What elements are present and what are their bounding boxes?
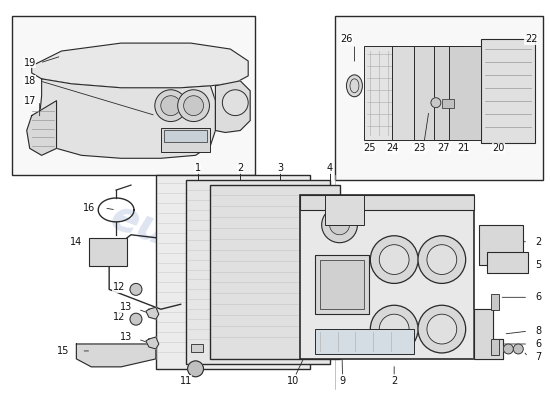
Circle shape bbox=[427, 314, 456, 344]
Polygon shape bbox=[146, 307, 159, 319]
Circle shape bbox=[130, 313, 142, 325]
Circle shape bbox=[130, 284, 142, 295]
Circle shape bbox=[513, 344, 523, 354]
Circle shape bbox=[503, 344, 513, 354]
Bar bbox=[161, 128, 211, 152]
Bar bbox=[315, 329, 414, 354]
Bar bbox=[442, 99, 454, 108]
Text: a passion for excellence: a passion for excellence bbox=[211, 276, 389, 353]
Text: 17: 17 bbox=[24, 96, 36, 106]
Bar bbox=[300, 195, 474, 210]
Circle shape bbox=[418, 305, 466, 353]
Bar bbox=[324, 195, 364, 225]
Circle shape bbox=[418, 236, 466, 284]
Text: 10: 10 bbox=[287, 376, 299, 386]
Text: 6: 6 bbox=[535, 292, 541, 302]
Bar bbox=[434, 46, 466, 140]
Text: 4: 4 bbox=[327, 163, 333, 173]
Text: 19: 19 bbox=[24, 58, 36, 68]
Circle shape bbox=[161, 96, 180, 116]
Text: 2: 2 bbox=[535, 237, 541, 247]
Text: 27: 27 bbox=[438, 143, 450, 153]
Bar bbox=[186, 180, 329, 364]
Text: 2: 2 bbox=[391, 376, 397, 386]
Text: 1: 1 bbox=[195, 163, 201, 173]
Circle shape bbox=[370, 305, 418, 353]
Bar bbox=[89, 238, 127, 266]
Text: 13: 13 bbox=[120, 332, 132, 342]
Circle shape bbox=[178, 90, 210, 122]
Text: 9: 9 bbox=[339, 376, 345, 386]
Circle shape bbox=[379, 245, 409, 274]
Text: 13: 13 bbox=[120, 302, 132, 312]
Circle shape bbox=[370, 236, 418, 284]
Circle shape bbox=[155, 90, 186, 122]
Circle shape bbox=[184, 96, 204, 116]
Text: 12: 12 bbox=[113, 282, 125, 292]
Circle shape bbox=[427, 245, 456, 274]
Circle shape bbox=[322, 207, 358, 243]
Text: 8: 8 bbox=[535, 326, 541, 336]
Text: 26: 26 bbox=[340, 34, 353, 44]
Text: 6: 6 bbox=[535, 339, 541, 349]
Text: 20: 20 bbox=[492, 143, 504, 153]
Bar bbox=[315, 255, 370, 314]
Bar bbox=[414, 46, 446, 140]
Bar bbox=[478, 225, 523, 264]
Text: 11: 11 bbox=[179, 376, 192, 386]
Bar bbox=[492, 294, 499, 310]
Text: 5: 5 bbox=[535, 260, 541, 270]
Text: 24: 24 bbox=[386, 143, 398, 153]
Circle shape bbox=[379, 314, 409, 344]
Bar bbox=[320, 260, 364, 309]
Polygon shape bbox=[27, 101, 57, 155]
Bar bbox=[191, 344, 202, 352]
Polygon shape bbox=[40, 79, 216, 158]
Text: 2: 2 bbox=[237, 163, 243, 173]
Polygon shape bbox=[146, 337, 159, 349]
Text: 25: 25 bbox=[363, 143, 376, 153]
Text: eurolicensing: eurolicensing bbox=[104, 196, 416, 343]
Bar bbox=[334, 16, 543, 180]
Polygon shape bbox=[76, 344, 156, 367]
Bar bbox=[364, 46, 396, 140]
Circle shape bbox=[188, 361, 204, 377]
Text: 21: 21 bbox=[458, 143, 470, 153]
Bar bbox=[487, 252, 528, 274]
Bar bbox=[156, 175, 310, 369]
Bar bbox=[392, 46, 424, 140]
Circle shape bbox=[329, 215, 349, 235]
Text: 22: 22 bbox=[525, 34, 537, 44]
Text: 18: 18 bbox=[24, 76, 36, 86]
Ellipse shape bbox=[346, 75, 362, 97]
Bar bbox=[300, 195, 474, 359]
Bar bbox=[164, 130, 207, 142]
Text: 3: 3 bbox=[277, 163, 283, 173]
Text: 7: 7 bbox=[535, 352, 541, 362]
Text: 14: 14 bbox=[70, 237, 82, 247]
Bar bbox=[481, 39, 535, 143]
Text: 23: 23 bbox=[413, 143, 425, 153]
Circle shape bbox=[431, 98, 441, 108]
Text: 12: 12 bbox=[113, 312, 125, 322]
Polygon shape bbox=[32, 43, 248, 88]
Bar bbox=[12, 16, 255, 175]
Text: 16: 16 bbox=[83, 203, 95, 213]
Bar bbox=[211, 185, 339, 359]
Text: 15: 15 bbox=[57, 346, 70, 356]
Bar bbox=[449, 46, 481, 140]
Bar bbox=[492, 339, 499, 355]
Polygon shape bbox=[216, 81, 250, 132]
Polygon shape bbox=[474, 309, 503, 359]
Circle shape bbox=[222, 90, 248, 116]
